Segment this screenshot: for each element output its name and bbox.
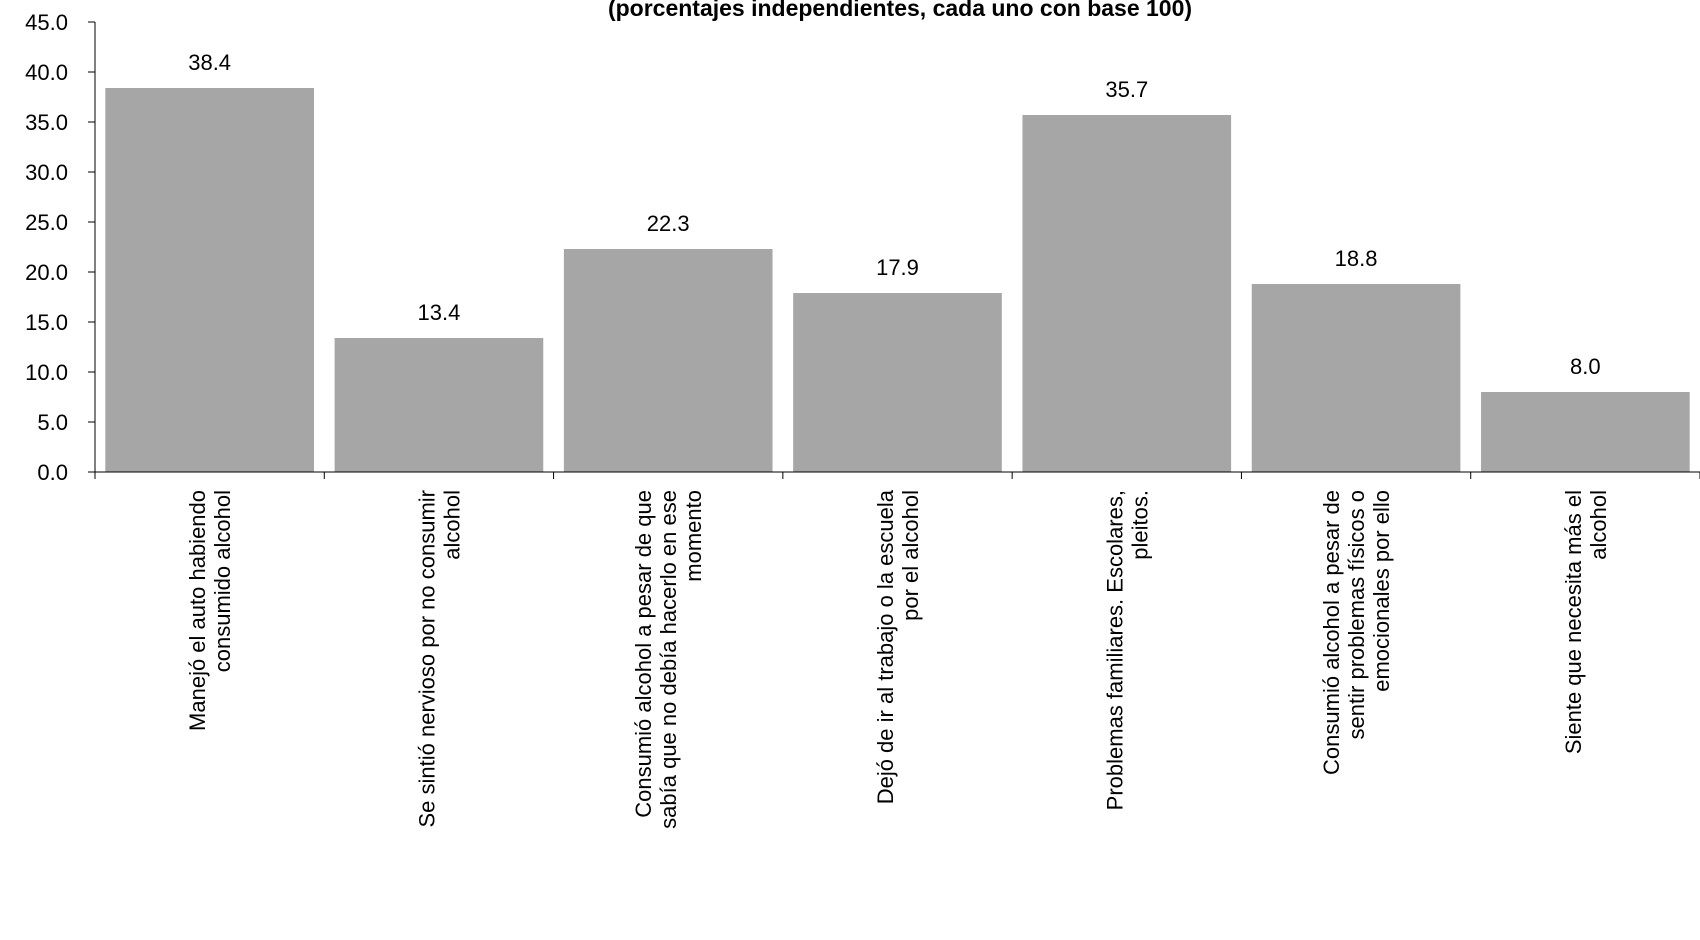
bar <box>1481 392 1690 472</box>
x-tick-label: consumido alcohol <box>210 490 235 672</box>
y-tick-label: 0.0 <box>37 460 68 485</box>
bar <box>793 293 1002 472</box>
y-tick-label: 40.0 <box>25 60 68 85</box>
bar <box>563 249 773 472</box>
x-tick-label: por el alcohol <box>898 490 923 621</box>
value-label: 35.7 <box>1105 77 1148 102</box>
chart-title: (porcentajes independientes, cada uno co… <box>608 0 1192 21</box>
y-tick-label: 15.0 <box>25 310 68 335</box>
value-label: 17.9 <box>876 255 919 280</box>
x-tick-label: Problemas familiares. Escolares, <box>1102 490 1127 810</box>
x-tick-label: emocionales por ello <box>1369 490 1394 692</box>
y-tick-label: 35.0 <box>25 110 68 135</box>
x-tick-label: pleitos. <box>1127 490 1152 560</box>
y-tick-label: 10.0 <box>25 360 68 385</box>
bar <box>105 88 314 472</box>
value-label: 13.4 <box>418 300 461 325</box>
y-tick-label: 25.0 <box>25 210 68 235</box>
x-tick-label: Dejó de ir al trabajo o la escuela <box>873 489 898 804</box>
bar <box>1251 284 1461 472</box>
x-tick-label: Se sintió nervioso por no consumir <box>414 490 439 827</box>
x-tick-label: sabía que no debía hacerlo en ese <box>656 490 681 829</box>
x-tick-label: sentir problemas físicos o <box>1344 490 1369 739</box>
x-tick-label: alcohol <box>439 490 464 560</box>
x-tick-label: Consumió alcohol a pesar de que <box>631 490 656 818</box>
y-tick-label: 45.0 <box>25 10 68 35</box>
bar <box>1022 115 1232 472</box>
y-tick-label: 5.0 <box>37 410 68 435</box>
y-tick-label: 30.0 <box>25 160 68 185</box>
x-tick-label: alcohol <box>1586 490 1611 560</box>
y-tick-label: 20.0 <box>25 260 68 285</box>
value-label: 8.0 <box>1570 354 1601 379</box>
x-tick-label: Consumió alcohol a pesar de <box>1319 490 1344 775</box>
value-label: 18.8 <box>1335 246 1378 271</box>
value-label: 38.4 <box>188 50 231 75</box>
x-tick-label: momento <box>681 490 706 582</box>
bar <box>334 338 544 472</box>
x-tick-label: Siente que necesita más el <box>1561 490 1586 754</box>
x-tick-label: Manejó el auto habiendo <box>185 490 210 731</box>
value-label: 22.3 <box>647 211 690 236</box>
